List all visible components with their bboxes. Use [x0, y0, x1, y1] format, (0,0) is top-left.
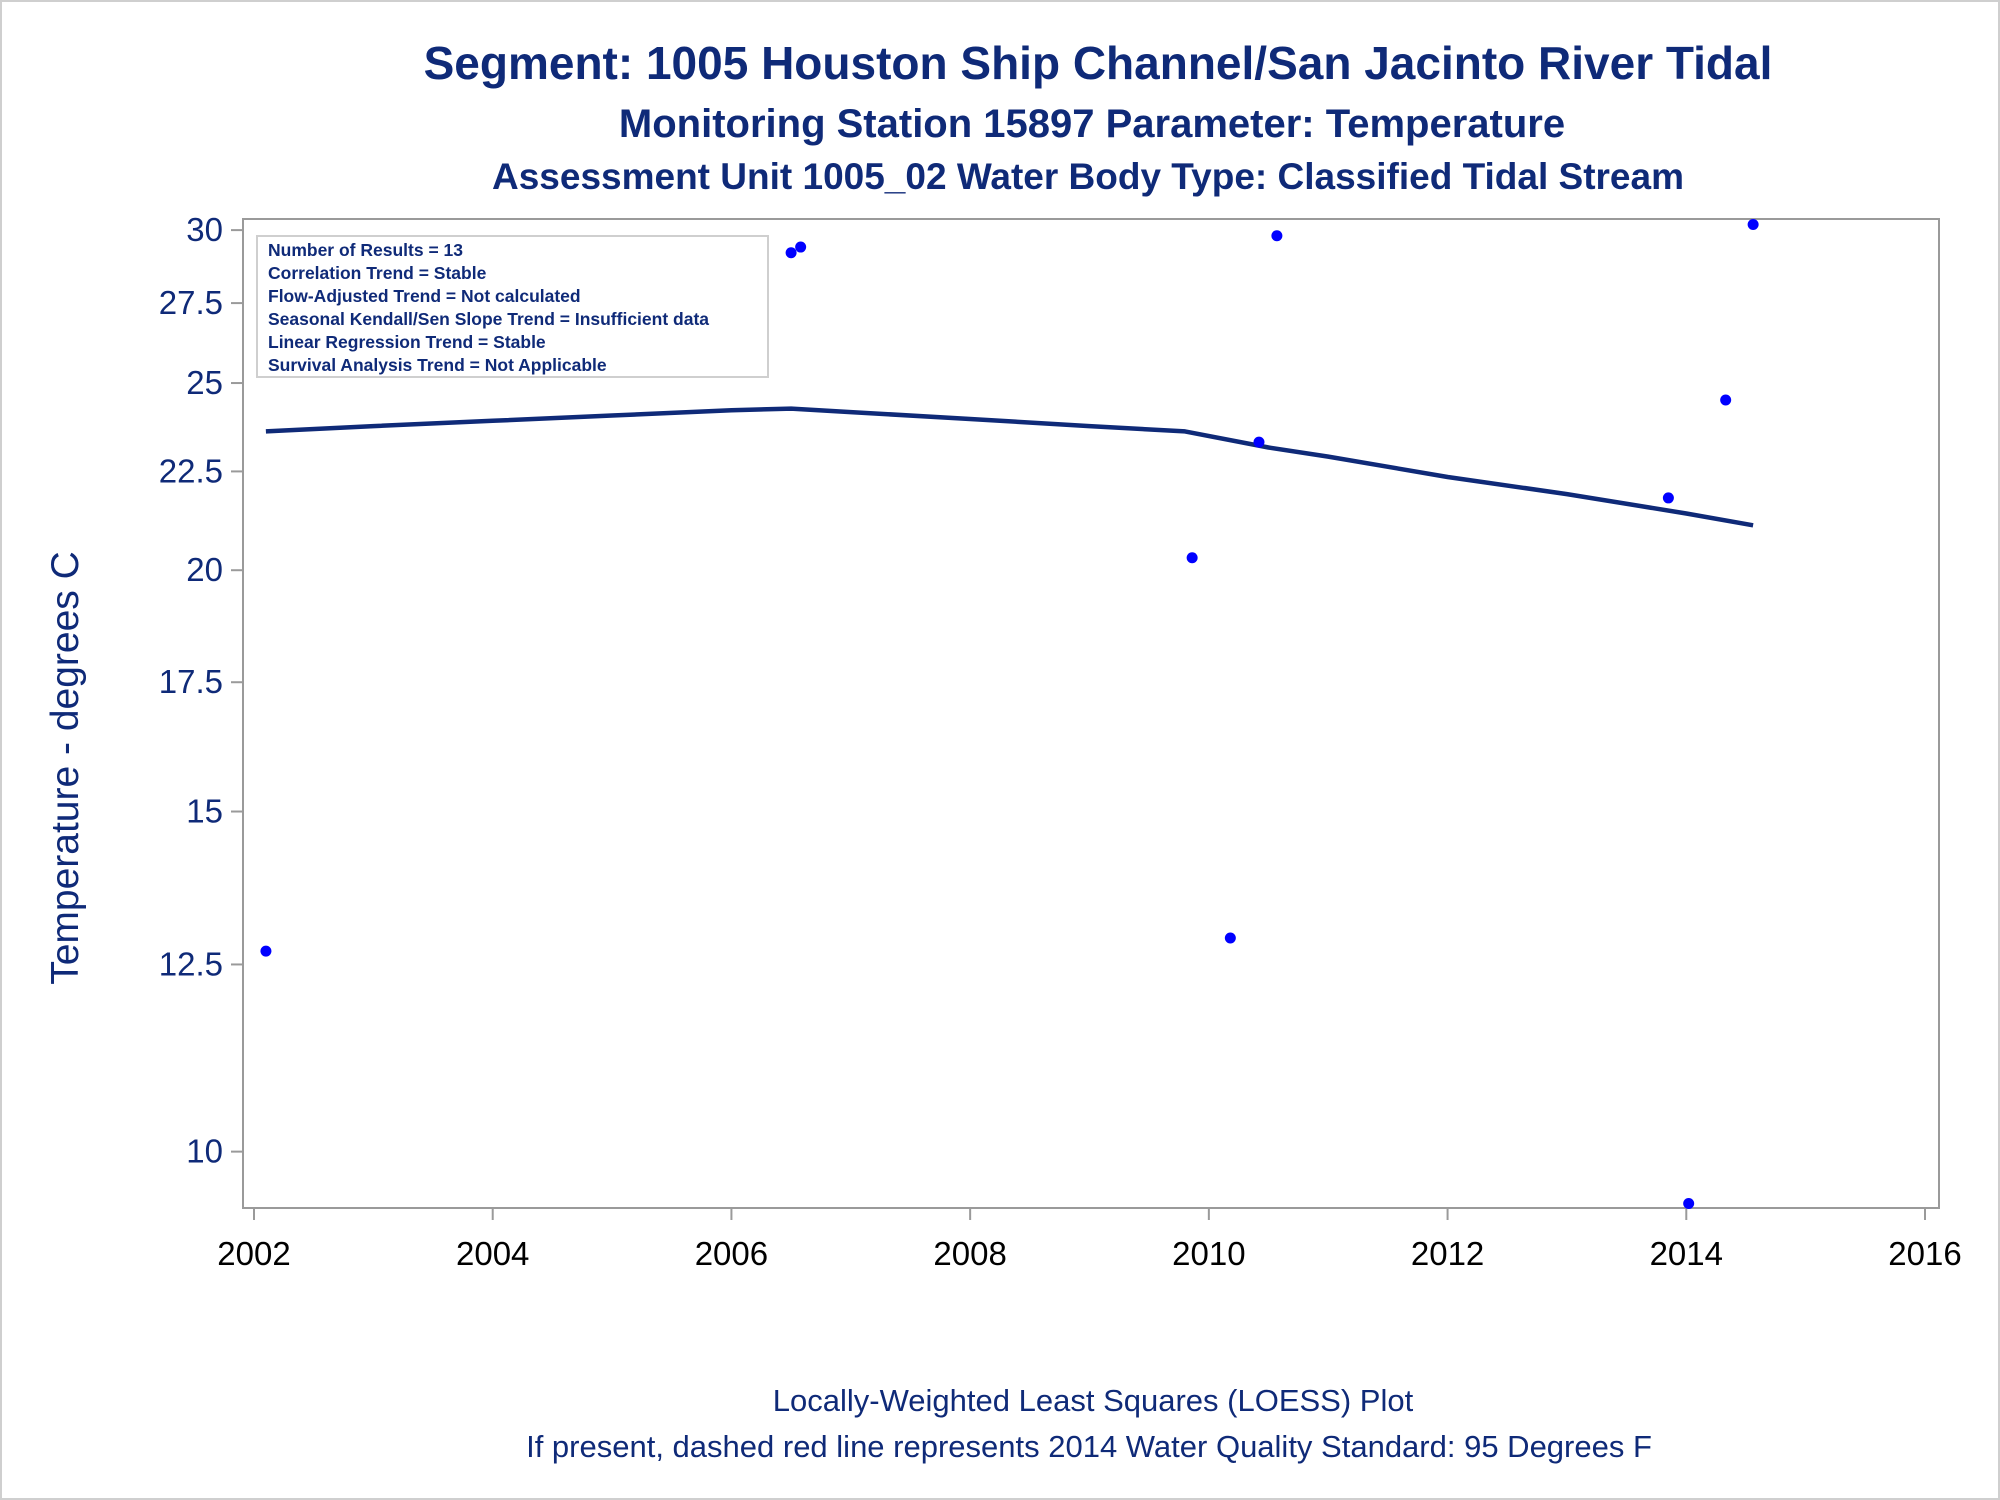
- data-point: [1253, 436, 1265, 448]
- data-point: [1224, 932, 1236, 944]
- data-point: [1747, 219, 1759, 231]
- stat-line: Linear Regression Trend = Stable: [268, 332, 546, 352]
- data-point: [795, 241, 807, 253]
- stat-line: Correlation Trend = Stable: [268, 263, 487, 283]
- chart-title: Segment: 1005 Houston Ship Channel/San J…: [424, 37, 1773, 89]
- stat-line: Survival Analysis Trend = Not Applicable: [268, 355, 607, 375]
- data-point: [1683, 1198, 1695, 1210]
- chart-subtitle-2: Assessment Unit 1005_02 Water Body Type:…: [492, 156, 1684, 197]
- stat-line: Number of Results = 13: [268, 240, 463, 260]
- y-tick-label: 20: [186, 551, 223, 588]
- y-tick-label: 22.5: [159, 452, 223, 489]
- y-tick-label: 15: [186, 793, 223, 830]
- y-tick-label: 25: [186, 364, 223, 401]
- stat-line: Seasonal Kendall/Sen Slope Trend = Insuf…: [268, 309, 709, 329]
- loess-line: [265, 406, 1754, 528]
- x-tick-label: 2006: [695, 1235, 768, 1272]
- y-axis: 10 12.5 15 17.5 20 22.5 25 27.5 30: [159, 211, 243, 1170]
- chart-subtitle: Monitoring Station 15897 Parameter: Temp…: [619, 102, 1565, 146]
- y-tick-label: 10: [186, 1133, 223, 1170]
- x-tick-label: 2002: [217, 1235, 290, 1272]
- stat-line: Flow-Adjusted Trend = Not calculated: [268, 286, 581, 306]
- x-tick-label: 2010: [1172, 1235, 1245, 1272]
- data-point: [1271, 230, 1283, 242]
- data-point: [260, 945, 272, 957]
- data-point: [1662, 492, 1674, 504]
- stats-box-frame: [256, 235, 769, 378]
- x-tick-label: 2016: [1888, 1235, 1961, 1272]
- data-point: [1720, 394, 1732, 406]
- x-tick-label: 2014: [1650, 1235, 1723, 1272]
- y-axis-label: Temperature - degrees C: [44, 551, 87, 985]
- plot-area: [242, 218, 1940, 1209]
- x-tick-label: 2008: [933, 1235, 1006, 1272]
- data-point: [785, 247, 797, 259]
- x-tick-label: 2012: [1411, 1235, 1484, 1272]
- stats-box: Number of Results = 13 Correlation Trend…: [256, 235, 769, 378]
- data-point: [1186, 552, 1198, 564]
- y-tick-label: 30: [186, 211, 223, 248]
- x-tick-label: 2004: [456, 1235, 529, 1272]
- y-tick-label: 17.5: [159, 663, 223, 700]
- loess-curve: [265, 406, 1754, 528]
- x-axis: 2002 2004 2006 2008 2010 2012 2014 2016: [217, 1208, 1962, 1272]
- footnote-loess: Locally-Weighted Least Squares (LOESS) P…: [773, 1383, 1414, 1418]
- y-tick-label: 27.5: [159, 284, 223, 321]
- footnote-standard: If present, dashed red line represents 2…: [526, 1429, 1652, 1464]
- y-tick-label: 12.5: [159, 945, 223, 982]
